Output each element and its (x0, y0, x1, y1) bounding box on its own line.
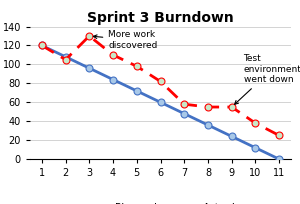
Title: Sprint 3 Burndown: Sprint 3 Burndown (87, 11, 234, 25)
Text: Test
environment
went down: Test environment went down (235, 54, 300, 104)
Legend: Planned, Actual: Planned, Actual (81, 199, 240, 204)
Text: More work
discovered: More work discovered (93, 30, 158, 50)
